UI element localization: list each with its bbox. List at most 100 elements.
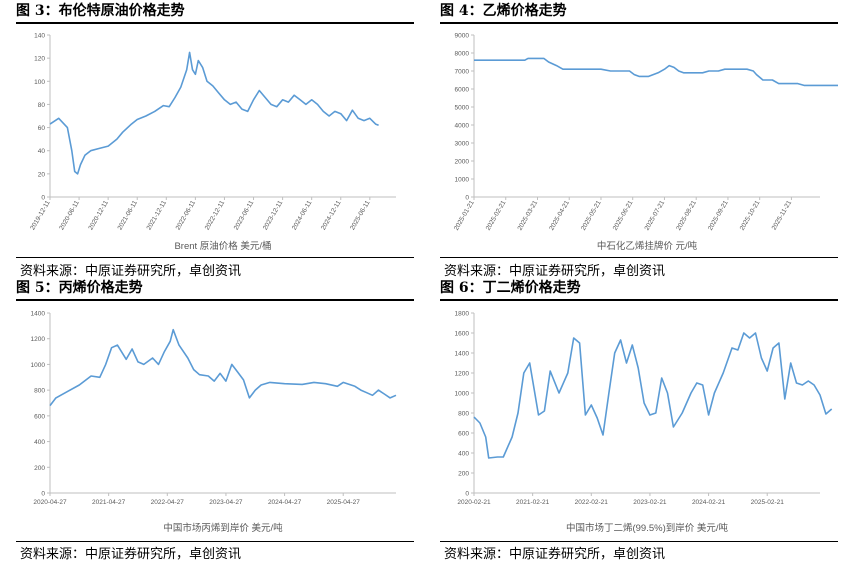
y-tick-label: 200 [458,471,469,478]
x-axis-title: 中国市场丙烯到岸价 美元/吨 [163,522,283,534]
x-tick-label: 2025-02-21 [485,199,508,232]
source-rule [440,257,838,258]
y-tick-label: 60 [38,125,46,132]
source-note: 资料来源：中原证券研究所，卓创资讯 [20,547,242,562]
x-axis-title: 中国市场丁二烯(99.5%)到岸价 美元/吨 [566,522,729,534]
x-tick-label: 2025-07-21 [644,199,667,232]
x-tick-label: 2021-02-21 [516,499,550,506]
x-tick-label: 2025-06-21 [612,199,635,232]
x-tick-label: 2019-12-11 [29,199,52,231]
y-tick-label: 3000 [455,141,470,148]
y-tick-label: 8000 [455,51,470,58]
y-tick-label: 400 [458,451,469,458]
y-tick-label: 9000 [455,33,470,40]
panel-title: 图 3：布伦特原油价格走势 [16,3,185,19]
x-tick-label: 2021-06-11 [117,199,140,231]
y-tick-label: 200 [34,465,45,472]
title-rule [440,22,838,24]
panel-propylene: 图 5：丙烯价格走势 0 200 400 600 800 1000 1200 1400 2020… [16,277,414,563]
y-tick-label: 6000 [455,87,470,94]
y-tick-label: 0 [41,195,45,202]
chart-ethylene: 0 1000 2000 3000 4000 5000 6000 7000 8000 9000 202… [453,33,838,252]
x-tick-label: 2025-04-21 [548,199,571,232]
source-rule [440,541,838,542]
series-line [473,332,833,459]
x-tick-label: 2025-10-21 [739,199,762,232]
source-note: 资料来源：中原证券研究所，卓创资讯 [20,264,242,279]
x-tick-label: 2025-01-21 [453,199,476,232]
x-tick-label: 2024-02-21 [692,499,726,506]
y-tick-label: 800 [458,411,469,418]
y-tick-label: 1200 [31,336,46,343]
y-tick-label: 600 [458,431,469,438]
y-tick-label: 100 [34,79,45,86]
y-tick-label: 0 [465,491,469,498]
source-rule [16,541,414,542]
x-axis-title: Brent 原油价格 美元/桶 [174,240,271,252]
x-tick-label: 2025-03-21 [517,199,540,232]
title-rule [440,299,838,301]
y-tick-label: 140 [34,33,45,40]
x-tick-label: 2024-12-11 [320,199,343,231]
y-tick-label: 5000 [455,105,470,112]
y-tick-label: 1600 [455,331,470,338]
x-tick-label: 2025-11-21 [771,199,794,231]
panel-butadiene: 图 6：丁二烯价格走势 0 200 400 600 800 1000 1200 1400 160… [440,277,838,563]
panel-ethylene: 图 4：乙烯价格走势 0 1000 2000 3000 4000 5000 6000 7000… [440,0,838,281]
y-tick-label: 1000 [455,177,470,184]
series-line [49,51,379,175]
x-tick-label: 2023-04-27 [209,499,243,506]
y-tick-label: 120 [34,56,45,63]
x-tick-label: 2025-02-21 [751,499,785,506]
y-tick-label: 80 [38,102,46,109]
y-tick-label: 40 [38,148,46,155]
x-tick-label: 2022-04-27 [151,499,185,506]
y-tick-label: 20 [38,171,46,178]
x-tick-label: 2022-12-11 [204,199,227,231]
x-tick-label: 2023-02-21 [633,499,667,506]
chart-butadiene: 0 200 400 600 800 1000 1200 1400 1600 1800 2020-02… [455,311,833,534]
x-tick-label: 2020-04-27 [33,499,67,506]
panel-title: 图 6：丁二烯价格走势 [440,280,581,296]
y-tick-label: 1400 [31,311,46,318]
y-tick-label: 800 [34,388,45,395]
y-tick-label: 0 [465,195,469,202]
x-tick-label: 2025-08-21 [675,199,698,232]
x-tick-label: 2024-04-27 [268,499,302,506]
panel-title: 图 4：乙烯价格走势 [440,3,567,19]
title-rule [16,22,414,24]
y-tick-label: 1400 [455,351,470,358]
x-tick-label: 2025-09-21 [707,199,730,232]
source-note: 资料来源：中原证券研究所，卓创资讯 [444,264,666,279]
chart-propylene: 0 200 400 600 800 1000 1200 1400 2020-04-27 2021-… [31,311,397,534]
chart-brent: 0 20 40 60 80 100 120 140 2019-12-11 2020-06-11 20… [29,33,396,252]
y-tick-label: 1200 [455,371,470,378]
source-rule [16,257,414,258]
y-tick-label: 1000 [31,362,46,369]
source-note: 资料来源：中原证券研究所，卓创资讯 [444,547,666,562]
x-tick-label: 2025-06-11 [349,199,372,231]
y-tick-label: 4000 [455,123,470,130]
x-tick-label: 2021-04-27 [92,499,126,506]
x-tick-label: 2023-12-11 [262,199,285,231]
y-tick-label: 1000 [455,391,470,398]
y-tick-label: 7000 [455,69,470,76]
x-tick-label: 2020-02-21 [457,499,491,506]
x-tick-label: 2025-04-27 [327,499,361,506]
x-tick-label: 2025-05-21 [580,199,603,232]
x-tick-label: 2022-02-21 [575,499,609,506]
x-axis-title: 中石化乙烯挂牌价 元/吨 [597,240,698,252]
x-tick-label: 2020-06-11 [58,199,81,231]
y-tick-label: 2000 [455,159,470,166]
series-line [49,328,397,407]
panel-title: 图 5：丙烯价格走势 [16,280,143,296]
y-tick-label: 0 [41,491,45,498]
y-tick-label: 1800 [455,311,470,318]
x-tick-label: 2024-06-11 [291,199,314,231]
series-line [474,57,838,87]
x-tick-label: 2021-12-11 [146,199,169,231]
x-tick-label: 2023-06-11 [233,199,256,231]
x-tick-label: 2022-06-11 [175,199,198,231]
title-rule [16,299,414,301]
x-tick-label: 2020-12-11 [87,199,110,231]
